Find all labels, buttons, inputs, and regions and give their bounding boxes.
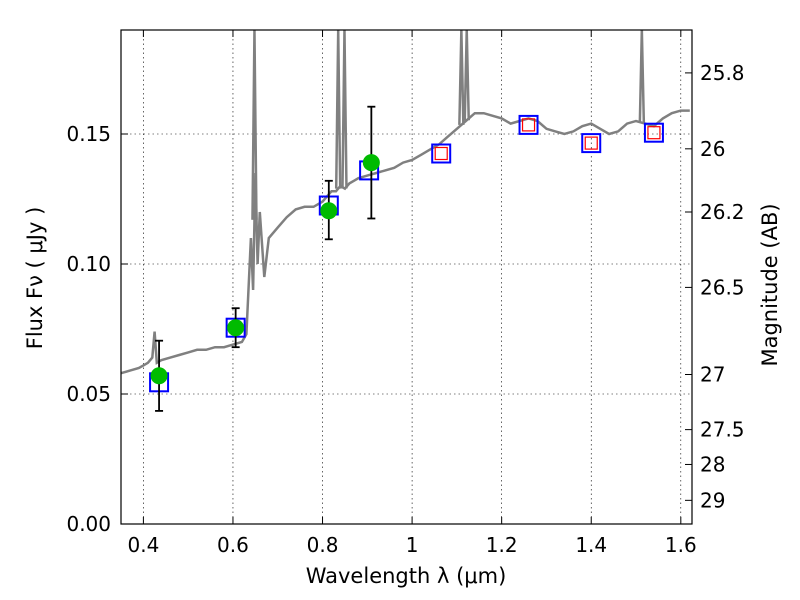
y-axis-label: Flux Fν ( μJy ) bbox=[23, 207, 47, 350]
model-photometry-box bbox=[518, 114, 539, 135]
observed-point bbox=[150, 367, 168, 385]
emission-spike bbox=[463, 30, 470, 121]
grid-lines bbox=[121, 30, 692, 524]
plot-frame bbox=[120, 29, 693, 525]
y2-tick-label: 26.5 bbox=[700, 275, 745, 299]
emission-spike bbox=[638, 30, 646, 123]
observed-point bbox=[320, 202, 338, 220]
y-tick-label: 0.05 bbox=[66, 382, 111, 406]
y2-tick-label: 27 bbox=[700, 363, 725, 387]
x-tick-label: 0.6 bbox=[217, 533, 249, 557]
y-tick-label: 0.00 bbox=[66, 512, 111, 536]
nir-inner-box bbox=[434, 146, 448, 161]
spectrum-layer bbox=[121, 30, 690, 375]
x-tick-label: 0.4 bbox=[127, 533, 159, 557]
y-tick-label: 0.15 bbox=[66, 122, 111, 146]
y2-tick-label: 27.5 bbox=[700, 418, 745, 442]
y-tick-label: 0.10 bbox=[66, 252, 111, 276]
emission-spike bbox=[458, 30, 465, 125]
emission-spike bbox=[251, 30, 258, 220]
x-axis-label: Wavelength λ (μm) bbox=[306, 564, 507, 588]
y2-tick-label: 26 bbox=[700, 137, 725, 161]
emission-spike bbox=[341, 30, 348, 189]
nir-inner-box bbox=[647, 126, 661, 140]
spectrum-line bbox=[121, 109, 690, 375]
y2-tick-label: 29 bbox=[700, 488, 725, 512]
y2-axis-label: Magnitude (AB) bbox=[758, 203, 782, 366]
emission-spike bbox=[334, 30, 342, 189]
x-tick-label: 1.6 bbox=[665, 533, 697, 557]
x-tick-label: 1.2 bbox=[486, 533, 518, 557]
observed-point bbox=[227, 319, 245, 337]
x-tick-label: 1 bbox=[406, 533, 419, 557]
observed-point bbox=[362, 154, 380, 172]
y2-tick-label: 26.2 bbox=[700, 200, 745, 224]
nir-inner-box bbox=[521, 118, 536, 132]
y2-tick-label: 28 bbox=[700, 452, 725, 476]
y2-tick-label: 25.8 bbox=[700, 61, 745, 85]
nir-inner-box bbox=[584, 136, 598, 150]
axis-ticks: 0.4 0.6 0.8 1 1.2 1.4 1.6 0.00 0.05 0.10 0.15 25.8 2… bbox=[66, 30, 745, 557]
x-tick-label: 0.8 bbox=[307, 533, 339, 557]
photometry-layer bbox=[149, 105, 664, 412]
model-photometry-box bbox=[643, 122, 664, 143]
model-photometry-box bbox=[431, 143, 452, 164]
x-tick-label: 1.4 bbox=[575, 533, 607, 557]
model-photometry-box bbox=[581, 133, 602, 154]
